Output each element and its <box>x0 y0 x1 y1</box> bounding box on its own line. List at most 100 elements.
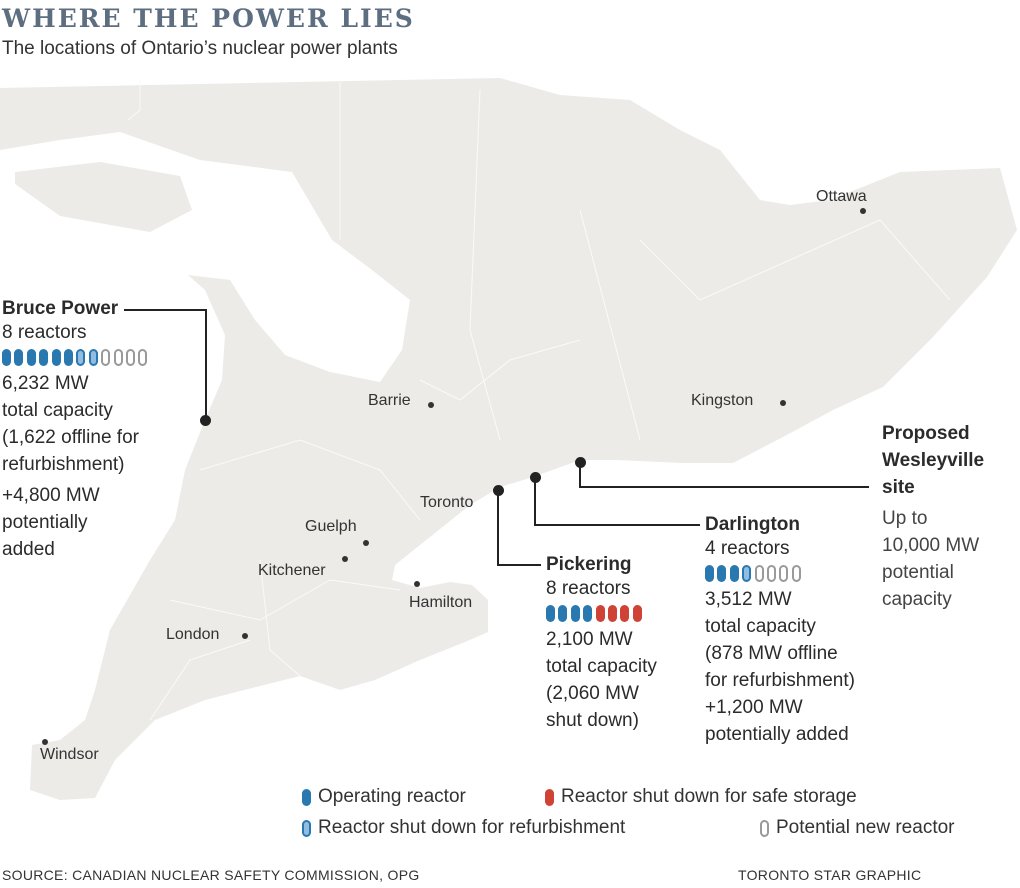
potential-addition: +4,800 MW <box>2 485 100 506</box>
plant-name: Proposed <box>882 423 970 444</box>
operating-reactor-icon <box>558 604 568 622</box>
land-mass <box>0 78 1017 800</box>
darlington-leader-line <box>534 524 700 526</box>
potential-reactor-icon <box>779 564 789 582</box>
potential-addition: potentially <box>2 512 88 533</box>
refurbishment-reactor-icon <box>76 348 86 366</box>
capacity-detail: total capacity <box>2 400 113 421</box>
legend-item-refurbishment: Reactor shut down for refurbishment <box>302 817 625 839</box>
operating-reactor-icon <box>2 348 11 366</box>
pickering-annotation: Pickering 8 reactors 2,100 MW total capa… <box>546 553 657 734</box>
reactor-count: 8 reactors <box>546 578 631 599</box>
plant-name: Bruce Power <box>2 298 119 319</box>
potential-addition: potentially added <box>705 724 849 745</box>
darlington-location-marker <box>530 472 541 483</box>
city-dot <box>42 739 48 745</box>
capacity-detail: for refurbishment) <box>705 670 855 691</box>
capacity-detail: 10,000 MW <box>882 535 980 556</box>
pickering-location-marker <box>493 485 504 496</box>
city-kitchener: Kitchener <box>258 562 326 579</box>
bruce-leader-line <box>124 309 207 311</box>
legend-label: Operating reactor <box>318 786 466 807</box>
legend-label: Reactor shut down for refurbishment <box>318 817 626 838</box>
potential-reactor-icon <box>125 348 135 366</box>
operating-reactor-icon <box>302 788 311 806</box>
city-london: London <box>166 626 220 643</box>
city-dot <box>363 540 369 546</box>
plant-name: Pickering <box>546 554 632 575</box>
operating-reactor-icon <box>546 604 555 622</box>
potential-reactor-icon <box>791 564 801 582</box>
page-subtitle: The locations of Ontario’s nuclear power… <box>2 38 398 59</box>
operating-reactor-icon <box>26 348 36 366</box>
plant-name: site <box>882 477 915 498</box>
darlington-annotation: Darlington 4 reactors 3,512 MW total cap… <box>705 513 855 748</box>
capacity-detail: total capacity <box>705 616 816 637</box>
capacity: 2,100 MW <box>546 629 633 650</box>
legend-item-potential: Potential new reactor <box>760 817 955 839</box>
operating-reactor-icon <box>570 604 580 622</box>
operating-reactor-icon <box>583 604 593 622</box>
shutdown-reactor-icon <box>595 604 605 622</box>
capacity-detail: shut down) <box>546 710 639 731</box>
capacity-detail: total capacity <box>546 656 657 677</box>
darlington-leader-line <box>534 478 536 526</box>
refurbishment-reactor-icon <box>742 564 752 582</box>
bruce-location-marker <box>200 415 211 426</box>
source-note: SOURCE: CANADIAN NUCLEAR SAFETY COMMISSI… <box>2 867 420 883</box>
legend-label: Potential new reactor <box>776 817 955 838</box>
refurbishment-reactor-icon <box>88 348 98 366</box>
capacity-detail: (1,622 offline for <box>2 427 139 448</box>
capacity-detail: refurbishment) <box>2 454 125 475</box>
potential-addition: added <box>2 539 55 560</box>
potential-reactor-icon <box>113 348 123 366</box>
potential-reactor-icon <box>101 348 111 366</box>
city-dot <box>414 581 420 587</box>
city-dot <box>428 402 434 408</box>
city-toronto: Toronto <box>420 494 474 511</box>
city-ottawa: Ottawa <box>816 188 867 205</box>
wesleyville-leader-line <box>579 486 869 488</box>
city-dot <box>780 400 786 406</box>
capacity-detail: (2,060 MW <box>546 683 639 704</box>
reactor-icons <box>705 563 855 583</box>
reactor-count: 4 reactors <box>705 538 790 559</box>
city-dot <box>860 208 866 214</box>
potential-reactor-icon <box>138 348 148 366</box>
capacity: 6,232 MW <box>2 373 89 394</box>
reactor-icons <box>2 347 148 367</box>
operating-reactor-icon <box>39 348 49 366</box>
capacity-detail: potential <box>882 562 954 583</box>
shutdown-reactor-icon <box>607 604 617 622</box>
city-kingston: Kingston <box>691 392 754 409</box>
potential-reactor-icon <box>754 564 764 582</box>
capacity-detail: capacity <box>882 589 952 610</box>
operating-reactor-icon <box>705 564 714 582</box>
page-title: WHERE THE POWER LIES <box>2 4 415 33</box>
operating-reactor-icon <box>717 564 727 582</box>
wesleyville-leader-line <box>579 462 581 488</box>
region-boundaries <box>127 80 951 721</box>
capacity-detail: Up to <box>882 508 928 529</box>
reactor-count: 8 reactors <box>2 322 87 343</box>
operating-reactor-icon <box>14 348 24 366</box>
manitoulin-island <box>15 162 192 232</box>
potential-addition: +1,200 MW <box>705 697 803 718</box>
city-barrie: Barrie <box>368 392 411 409</box>
pickering-leader-line <box>497 564 541 566</box>
potential-reactor-icon <box>766 564 776 582</box>
legend-item-shutdown: Reactor shut down for safe storage <box>545 786 857 808</box>
plant-name: Wesleyville <box>882 450 985 471</box>
reactor-icons <box>546 603 657 623</box>
pickering-leader-line <box>497 490 499 566</box>
bruce-leader-line <box>205 309 207 421</box>
city-dot <box>242 633 248 639</box>
wesleyville-annotation: Proposed Wesleyville site Up to 10,000 M… <box>882 420 984 613</box>
wesleyville-location-marker <box>575 457 586 468</box>
operating-reactor-icon <box>729 564 739 582</box>
capacity: 3,512 MW <box>705 589 792 610</box>
legend-label: Reactor shut down for safe storage <box>561 786 857 807</box>
bruce-power-annotation: Bruce Power 8 reactors 6,232 MW total ca… <box>2 297 148 563</box>
credit-note: TORONTO STAR GRAPHIC <box>738 867 922 883</box>
